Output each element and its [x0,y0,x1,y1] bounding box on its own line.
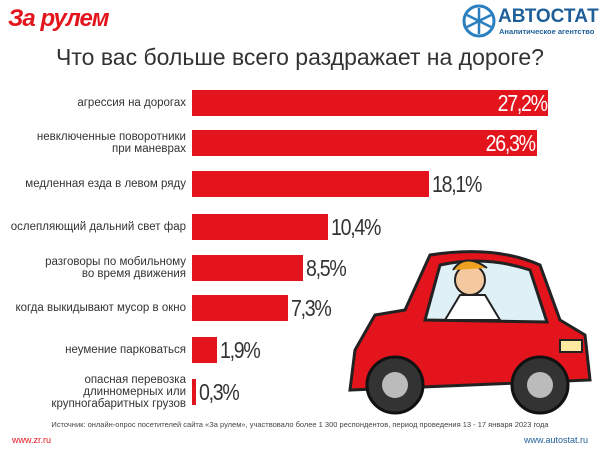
bar [192,337,217,363]
value-label: 27,2% [497,90,547,116]
agency-icon [462,4,496,38]
category-label: невключенные поворотники при маневрах [36,131,186,155]
bar [192,295,288,321]
bar [192,214,329,240]
bar [192,90,549,116]
category-label: ослепляющий дальний свет фар [10,221,186,233]
value-label: 26,3% [485,130,535,156]
value-label: 7,3% [290,295,332,321]
agency-subtitle: Аналитическое агентство [499,27,595,36]
car-illustration [348,250,592,415]
value-label: 1,9% [219,337,261,363]
chart-title: Что вас больше всего раздражает на дорог… [56,44,544,70]
bar [192,171,430,197]
footer-left: www.zr.ru [12,435,52,445]
category-label: агрессия на дорогах [77,97,186,109]
source-note: Источник: онлайн-опрос посетителей сайта… [51,420,549,429]
bar [192,130,537,156]
agency-logo: АВТОСТАТ [498,6,599,27]
brand-logo: За рулем [8,5,110,32]
bar [192,255,304,281]
category-label: когда выкидывают мусор в окно [15,302,186,314]
value-label: 8,5% [306,255,347,281]
value-label: 10,4% [331,214,381,240]
category-label: опасная перевозка длинномерных или крупн… [51,374,186,410]
value-label: 0,3% [198,379,240,405]
footer-right: www.autostat.ru [523,435,588,445]
bar [192,379,196,405]
category-label: медленная езда в левом ряду [25,178,186,190]
category-label: неумение парковаться [65,344,186,356]
category-label: разговоры по мобильному во время движени… [45,256,186,280]
value-label: 18,1% [432,171,482,197]
